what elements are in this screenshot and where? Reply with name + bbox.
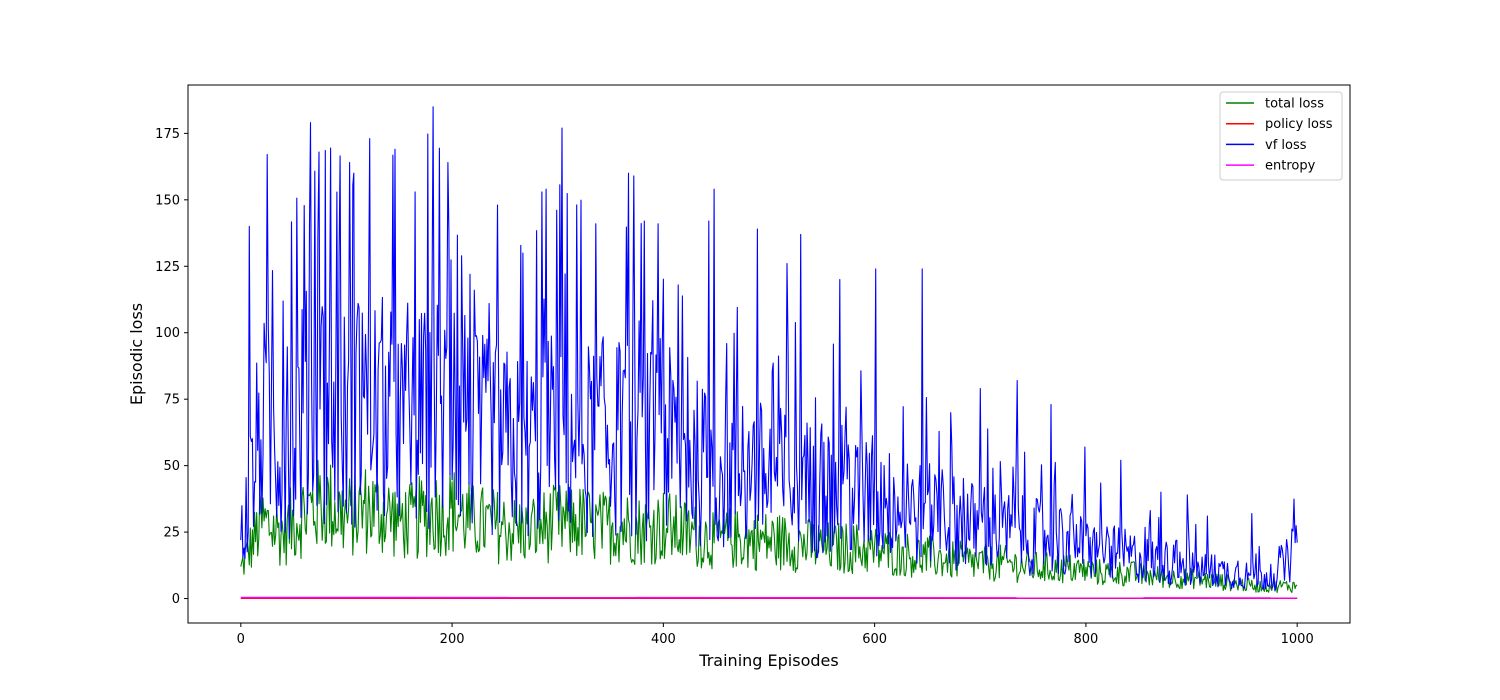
y-tick-label: 50 bbox=[163, 459, 180, 474]
x-tick-label: 400 bbox=[651, 632, 676, 647]
x-tick-label: 0 bbox=[237, 632, 245, 647]
x-axis-ticks: 0 200 400 600 800 1000 bbox=[237, 623, 1314, 647]
y-tick-label: 25 bbox=[163, 526, 180, 541]
x-tick-label: 200 bbox=[440, 632, 465, 647]
legend-label-vf-loss: vf loss bbox=[1265, 138, 1307, 153]
plot-frame bbox=[187, 84, 1351, 624]
x-tick-label: 600 bbox=[862, 632, 887, 647]
y-tick-label: 0 bbox=[172, 592, 180, 607]
x-tick-label: 1000 bbox=[1281, 632, 1314, 647]
series-line-total-loss bbox=[240, 459, 1298, 594]
y-tick-label: 100 bbox=[155, 326, 180, 341]
x-axis-label: Training Episodes bbox=[698, 651, 838, 670]
series-line-entropy bbox=[240, 596, 1298, 599]
legend-label-entropy: entropy bbox=[1265, 159, 1316, 174]
y-tick-label: 150 bbox=[155, 193, 180, 208]
series-line-vf-loss bbox=[240, 106, 1298, 592]
legend-box bbox=[1219, 91, 1343, 181]
y-tick-label: 125 bbox=[155, 260, 180, 275]
legend-label-policy-loss: policy loss bbox=[1265, 117, 1333, 132]
y-tick-label: 75 bbox=[163, 393, 180, 408]
x-tick-label: 800 bbox=[1073, 632, 1098, 647]
legend-label-total-loss: total loss bbox=[1265, 97, 1324, 112]
series-lines bbox=[240, 106, 1298, 600]
y-axis-label: Episodic loss bbox=[127, 303, 146, 405]
legend: total loss policy loss vf loss entropy bbox=[1219, 91, 1343, 181]
y-axis-ticks: 0 25 50 75 100 125 150 175 bbox=[155, 127, 188, 607]
y-tick-label: 175 bbox=[155, 127, 180, 142]
